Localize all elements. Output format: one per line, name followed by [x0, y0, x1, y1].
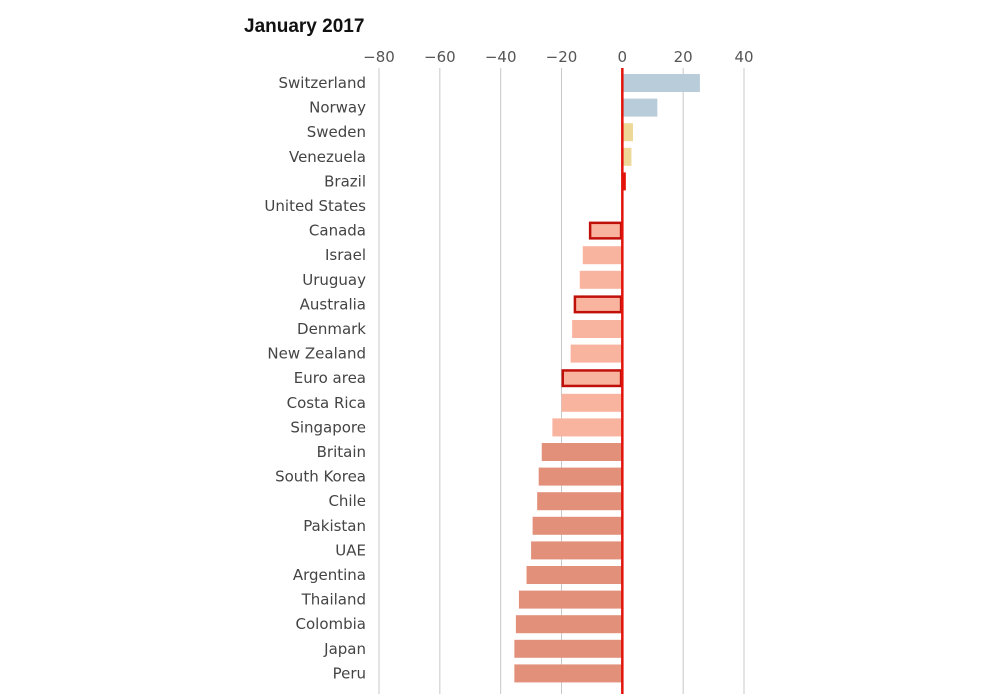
- bars: [514, 74, 700, 683]
- category-label: Argentina: [293, 566, 366, 584]
- category-label: Thailand: [301, 591, 366, 609]
- category-label: Colombia: [296, 615, 367, 633]
- category-label: Singapore: [290, 418, 366, 436]
- bar: [515, 615, 623, 634]
- bar: [518, 590, 623, 609]
- category-label: South Korea: [275, 468, 366, 486]
- category-label: Peru: [333, 664, 366, 682]
- bar: [570, 344, 623, 363]
- bar: [514, 639, 623, 658]
- category-label: Australia: [300, 295, 366, 313]
- bar: [537, 492, 623, 511]
- bar: [526, 566, 623, 584]
- category-label: UAE: [335, 541, 366, 559]
- gridlines: [378, 68, 745, 694]
- bar: [532, 516, 623, 535]
- category-label: Norway: [309, 99, 366, 117]
- bar: [561, 369, 623, 388]
- bar: [588, 221, 623, 240]
- bar: [561, 393, 623, 412]
- bar: [622, 147, 632, 166]
- category-label: Uruguay: [302, 271, 366, 289]
- x-tick-label: −20: [546, 48, 578, 66]
- category-label: Brazil: [324, 172, 366, 190]
- category-label: Sweden: [307, 123, 366, 141]
- bar: [572, 320, 623, 338]
- bar: [531, 541, 623, 560]
- category-label: Venezuela: [289, 148, 366, 166]
- chart-title: January 2017: [244, 16, 364, 37]
- category-label: United States: [264, 197, 366, 215]
- bar: [622, 123, 633, 142]
- bar: [573, 295, 623, 314]
- category-label: Israel: [325, 246, 366, 264]
- category-label: Euro area: [294, 369, 366, 387]
- bar: [541, 443, 623, 461]
- category-label: Switzerland: [279, 74, 367, 92]
- bar: [538, 467, 623, 486]
- bar: [514, 664, 623, 683]
- bar: [622, 98, 658, 117]
- category-label: Chile: [328, 492, 366, 510]
- category-labels: Switzerland Norway Sweden Venezuela Brazil Un…: [264, 74, 366, 682]
- category-label: Japan: [323, 640, 366, 658]
- category-label: Costa Rica: [287, 394, 366, 412]
- bar: [552, 418, 623, 437]
- category-label: New Zealand: [267, 345, 366, 363]
- x-tick-label: 20: [674, 48, 693, 66]
- bar: [622, 74, 700, 92]
- category-label: Pakistan: [303, 517, 366, 535]
- bar: [582, 246, 623, 265]
- x-axis-tick-labels: −80 −60 −40 −20 0 20 40: [363, 48, 753, 66]
- category-label: Denmark: [297, 320, 366, 338]
- x-tick-label: 40: [734, 48, 753, 66]
- bar: [622, 172, 626, 191]
- x-tick-label: −40: [485, 48, 517, 66]
- category-label: Britain: [317, 443, 366, 461]
- x-tick-label: 0: [618, 48, 628, 66]
- x-tick-label: −80: [363, 48, 395, 66]
- bar: [579, 270, 623, 289]
- x-tick-label: −60: [424, 48, 456, 66]
- category-label: Canada: [309, 222, 366, 240]
